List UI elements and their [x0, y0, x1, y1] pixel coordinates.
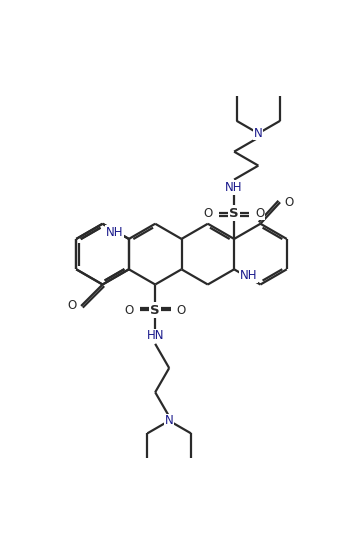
Text: O: O [256, 207, 265, 220]
Text: O: O [68, 299, 77, 312]
Text: N: N [254, 127, 263, 140]
Text: O: O [284, 196, 294, 209]
Text: NH: NH [240, 269, 257, 282]
Text: S: S [229, 207, 239, 220]
Text: NH: NH [106, 226, 123, 239]
Text: O: O [125, 304, 134, 317]
Text: HN: HN [146, 330, 164, 343]
Text: S: S [150, 304, 160, 317]
Text: O: O [203, 207, 213, 220]
Text: N: N [165, 415, 174, 427]
Text: NH: NH [225, 181, 243, 194]
Text: O: O [177, 304, 186, 317]
